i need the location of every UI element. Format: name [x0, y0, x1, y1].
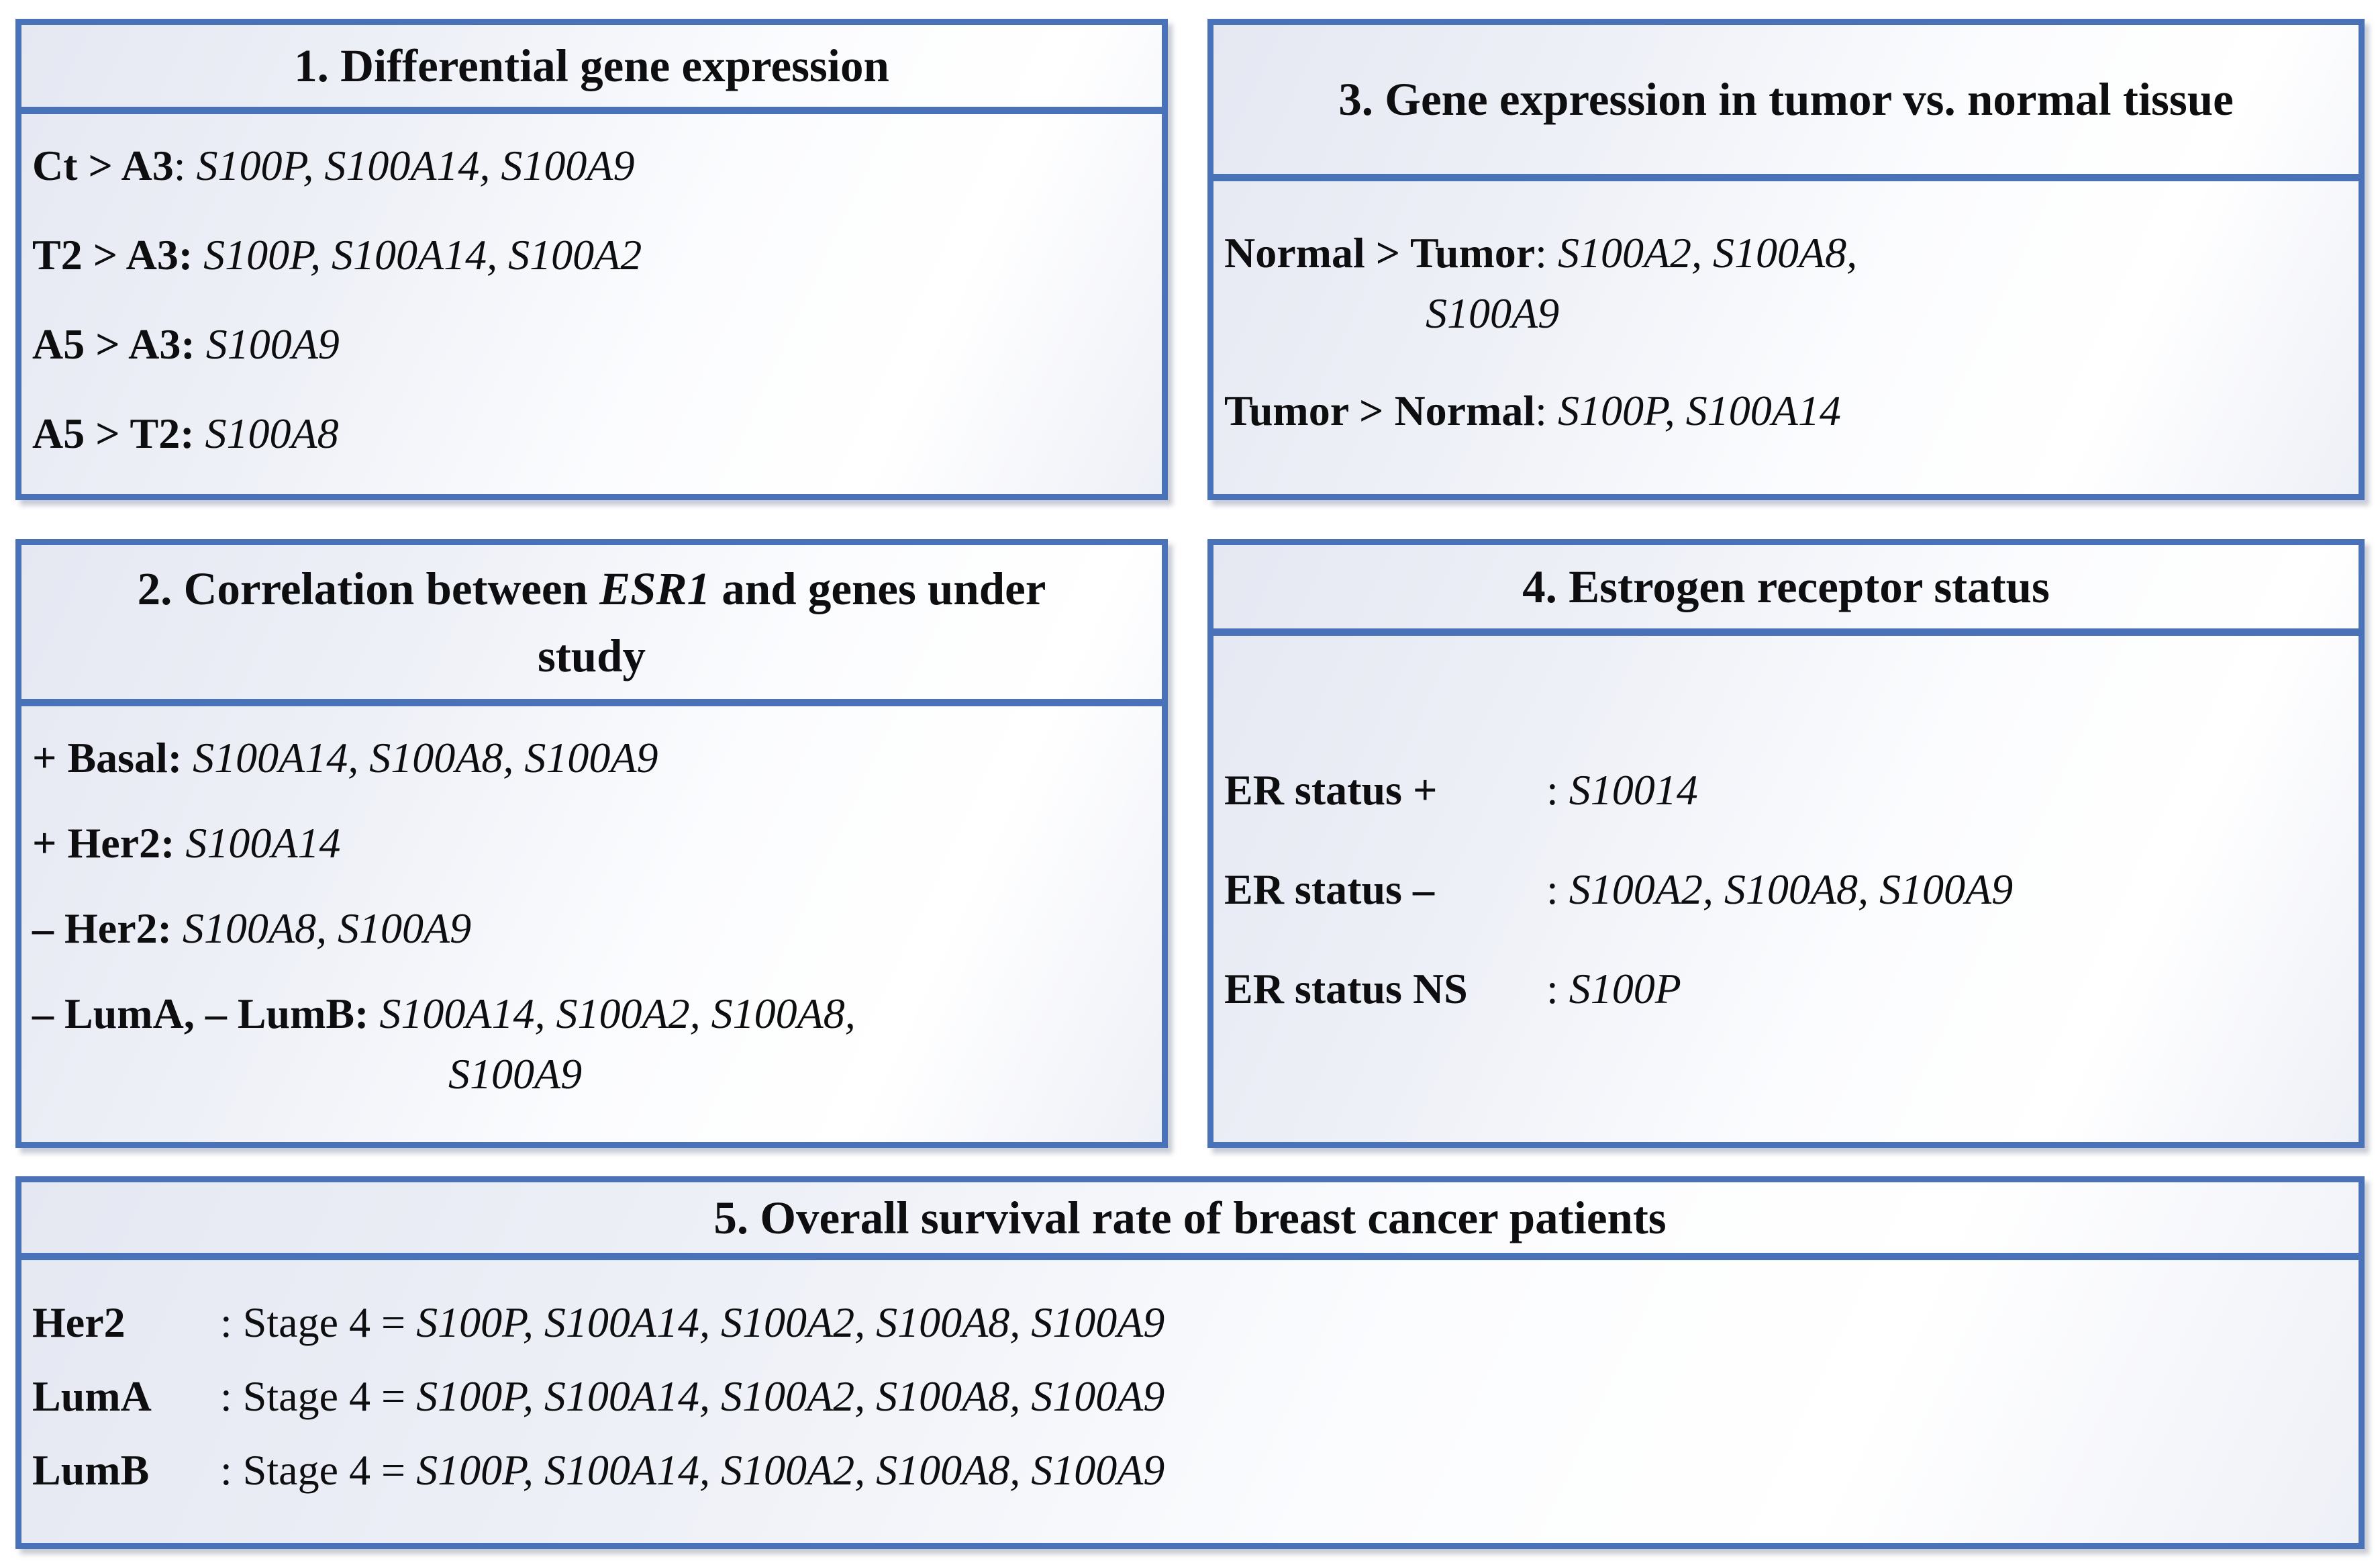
- separator: [195, 320, 206, 368]
- gene-list: S100A14, S100A2, S100A8,: [379, 990, 856, 1037]
- panel-4-body: ER status +: S10014 ER status –: S100A2,…: [1213, 636, 2359, 1019]
- comparison-row: A5 > A3: S100A9: [21, 314, 1162, 375]
- panel-3-header: 3. Gene expression in tumor vs. normal t…: [1213, 25, 2359, 181]
- subtype-label: Her2: [32, 1298, 126, 1346]
- panel-5-title: 5. Overall survival rate of breast cance…: [713, 1184, 1666, 1251]
- separator: [182, 734, 193, 781]
- title-text: 3. Gene expression in tumor vs. normal t…: [1338, 74, 2234, 125]
- separator: :: [1535, 387, 1558, 434]
- gene-list: S100P, S100A14, S100A9: [196, 142, 635, 189]
- separator: [172, 904, 183, 952]
- gene-list-wrapped: S100A9: [1426, 289, 1560, 337]
- panel-tumor-vs-normal: 3. Gene expression in tumor vs. normal t…: [1207, 19, 2365, 500]
- expression-label: Normal > Tumor: [1224, 229, 1536, 277]
- expression-label: Tumor > Normal: [1224, 387, 1536, 434]
- expression-row: Normal > Tumor: S100A2, S100A8, S100A9: [1213, 223, 2359, 344]
- gene-list: S10014: [1569, 766, 1698, 814]
- er-status-label: ER status –: [1224, 865, 1434, 913]
- panel-1-body: Ct > A3: S100P, S100A14, S100A9 T2 > A3:…: [21, 114, 1162, 464]
- panel-overall-survival: 5. Overall survival rate of breast cance…: [15, 1176, 2365, 1549]
- panel-3-body: Normal > Tumor: S100A2, S100A8, S100A9 Tu…: [1213, 181, 2359, 441]
- panel-differential-gene-expression: 1. Differential gene expression Ct > A3:…: [15, 19, 1168, 500]
- survival-row: Her2 : Stage 4 = S100P, S100A14, S100A2, …: [21, 1292, 2359, 1353]
- er-status-label: ER status NS: [1224, 965, 1468, 1012]
- gene-list-wrapped: S100A9: [448, 1050, 583, 1098]
- subtype-label: LumB: [32, 1446, 150, 1494]
- gene-list: S100P, S100A14, S100A2, S100A8, S100A9: [416, 1298, 1165, 1346]
- comparison-row: T2 > A3: S100P, S100A14, S100A2: [21, 225, 1162, 285]
- separator: [175, 819, 185, 867]
- separator: :: [1546, 865, 1569, 913]
- er-status-row: ER status NS: S100P: [1213, 959, 2359, 1019]
- gene-list: S100P, S100A14: [1557, 387, 1841, 434]
- panel-5-body: Her2 : Stage 4 = S100P, S100A14, S100A2, …: [21, 1260, 2359, 1501]
- er-status-row: ER status +: S10014: [1213, 760, 2359, 820]
- panel-3-title: 3. Gene expression in tumor vs. normal t…: [1338, 66, 2233, 133]
- panel-5-header: 5. Overall survival rate of breast cance…: [21, 1182, 2359, 1260]
- gene-list: S100A2, S100A8, S100A9: [1569, 865, 2014, 913]
- gene-list: S100P, S100A14, S100A2: [203, 231, 642, 279]
- panel-2-title: 2. Correlation between ESR1 and genes un…: [115, 555, 1069, 690]
- gene-list: S100A14, S100A8, S100A9: [193, 734, 658, 781]
- comparison-row: A5 > T2: S100A8: [21, 404, 1162, 464]
- panel-4-title: 4. Estrogen receptor status: [1522, 553, 2050, 620]
- panel-4-header: 4. Estrogen receptor status: [1213, 545, 2359, 636]
- gene-list: S100P: [1569, 965, 1681, 1012]
- gene-list: S100P, S100A14, S100A2, S100A8, S100A9: [416, 1446, 1165, 1494]
- separator: [195, 410, 205, 457]
- comparison-label: Ct > A3: [32, 142, 174, 189]
- title-text: 2. Correlation between: [137, 563, 600, 614]
- comparison-label: A5 > A3:: [32, 320, 195, 368]
- gene-list: S100A8: [205, 410, 339, 457]
- gene-list: S100A8, S100A9: [182, 904, 472, 952]
- panel-1-title: 1. Differential gene expression: [294, 32, 889, 99]
- separator: : Stage 4 =: [220, 1298, 417, 1346]
- title-text: and genes under study: [537, 563, 1046, 681]
- panel-esr1-correlation: 2. Correlation between ESR1 and genes un…: [15, 539, 1168, 1148]
- title-text: 5. Overall survival rate of breast cance…: [713, 1192, 1667, 1243]
- comparison-label: A5 > T2:: [32, 410, 195, 457]
- correlation-row: – LumA, – LumB: S100A14, S100A2, S100A8,…: [21, 984, 1162, 1104]
- separator: :: [173, 142, 197, 189]
- er-status-row: ER status –: S100A2, S100A8, S100A9: [1213, 859, 2359, 920]
- gene-list: S100A14: [185, 819, 341, 867]
- separator: [368, 990, 379, 1037]
- er-status-label: ER status +: [1224, 766, 1438, 814]
- correlation-label: + Her2:: [32, 819, 175, 867]
- separator: :: [1546, 965, 1569, 1012]
- correlation-label: – Her2:: [32, 904, 172, 952]
- title-text: 1. Differential gene expression: [294, 40, 889, 91]
- separator: : Stage 4 =: [220, 1446, 417, 1494]
- title-text: 4. Estrogen receptor status: [1522, 561, 2050, 612]
- comparison-label: T2 > A3:: [32, 231, 193, 279]
- separator: :: [1546, 766, 1569, 814]
- panel-2-body: + Basal: S100A14, S100A8, S100A9 + Her2:…: [21, 706, 1162, 1104]
- panel-1-header: 1. Differential gene expression: [21, 25, 1162, 114]
- correlation-row: + Her2: S100A14: [21, 813, 1162, 873]
- correlation-label: + Basal:: [32, 734, 183, 781]
- separator: [193, 231, 203, 279]
- title-italic-text: ESR1: [599, 563, 711, 614]
- subtype-label: LumA: [32, 1372, 152, 1420]
- survival-row: LumB : Stage 4 = S100P, S100A14, S100A2, …: [21, 1440, 2359, 1501]
- correlation-row: – Her2: S100A8, S100A9: [21, 898, 1162, 959]
- gene-list: S100P, S100A14, S100A2, S100A8, S100A9: [416, 1372, 1165, 1420]
- gene-list: S100A2, S100A8,: [1557, 229, 1858, 277]
- separator: : Stage 4 =: [220, 1372, 417, 1420]
- comparison-row: Ct > A3: S100P, S100A14, S100A9: [21, 136, 1162, 196]
- separator: :: [1535, 229, 1558, 277]
- correlation-label: – LumA, – LumB:: [32, 990, 369, 1037]
- panel-er-status: 4. Estrogen receptor status ER status +:…: [1207, 539, 2365, 1148]
- survival-row: LumA : Stage 4 = S100P, S100A14, S100A2, …: [21, 1366, 2359, 1427]
- correlation-row: + Basal: S100A14, S100A8, S100A9: [21, 728, 1162, 788]
- expression-row: Tumor > Normal: S100P, S100A14: [1213, 381, 2359, 441]
- panel-2-header: 2. Correlation between ESR1 and genes un…: [21, 545, 1162, 706]
- gene-list: S100A9: [205, 320, 340, 368]
